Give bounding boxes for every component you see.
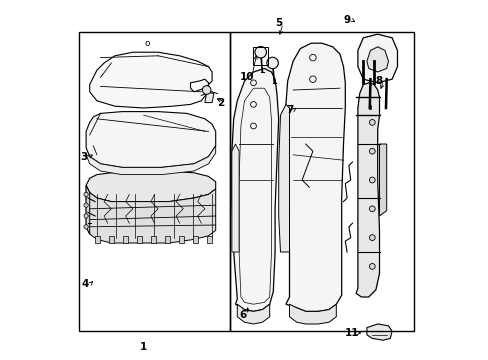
Bar [137, 236, 142, 243]
Text: 8: 8 [375, 76, 382, 86]
Circle shape [368, 120, 374, 125]
Polygon shape [366, 47, 387, 72]
Polygon shape [231, 144, 239, 252]
Circle shape [254, 46, 266, 58]
Polygon shape [86, 112, 215, 167]
Circle shape [368, 177, 374, 183]
Text: 9: 9 [343, 15, 350, 25]
Bar [230, 32, 413, 331]
Circle shape [368, 148, 374, 154]
Text: 6: 6 [239, 310, 246, 320]
Text: 5: 5 [275, 18, 282, 28]
Bar [123, 236, 128, 243]
Polygon shape [86, 185, 89, 234]
Bar [79, 32, 230, 331]
Text: 10: 10 [240, 72, 254, 82]
Polygon shape [357, 34, 397, 83]
Polygon shape [86, 171, 215, 202]
Bar [206, 236, 212, 243]
Circle shape [202, 86, 211, 94]
Bar [109, 236, 114, 243]
Polygon shape [379, 144, 386, 216]
Bar [151, 236, 156, 243]
Polygon shape [366, 324, 391, 340]
Bar [164, 236, 170, 243]
Circle shape [368, 235, 374, 240]
Text: 11: 11 [344, 328, 358, 338]
Polygon shape [86, 146, 215, 175]
Circle shape [84, 192, 88, 197]
Circle shape [368, 264, 374, 269]
Circle shape [368, 206, 374, 212]
Circle shape [266, 57, 278, 69]
Text: 3: 3 [81, 152, 88, 162]
Circle shape [84, 214, 88, 218]
Polygon shape [237, 304, 269, 324]
Circle shape [84, 203, 88, 207]
Polygon shape [86, 185, 215, 243]
Text: 2: 2 [217, 98, 224, 108]
Polygon shape [89, 52, 212, 108]
Polygon shape [355, 83, 379, 297]
Text: 1: 1 [140, 342, 147, 352]
Polygon shape [231, 68, 278, 311]
Polygon shape [289, 304, 336, 324]
Polygon shape [278, 104, 289, 252]
Polygon shape [285, 43, 345, 311]
Circle shape [84, 225, 88, 229]
Bar [95, 236, 101, 243]
Bar [192, 236, 198, 243]
Text: 4: 4 [81, 279, 89, 289]
Text: 7: 7 [285, 105, 293, 115]
Bar [179, 236, 184, 243]
Bar [253, 47, 267, 65]
Text: o: o [144, 39, 150, 48]
Polygon shape [204, 92, 213, 103]
